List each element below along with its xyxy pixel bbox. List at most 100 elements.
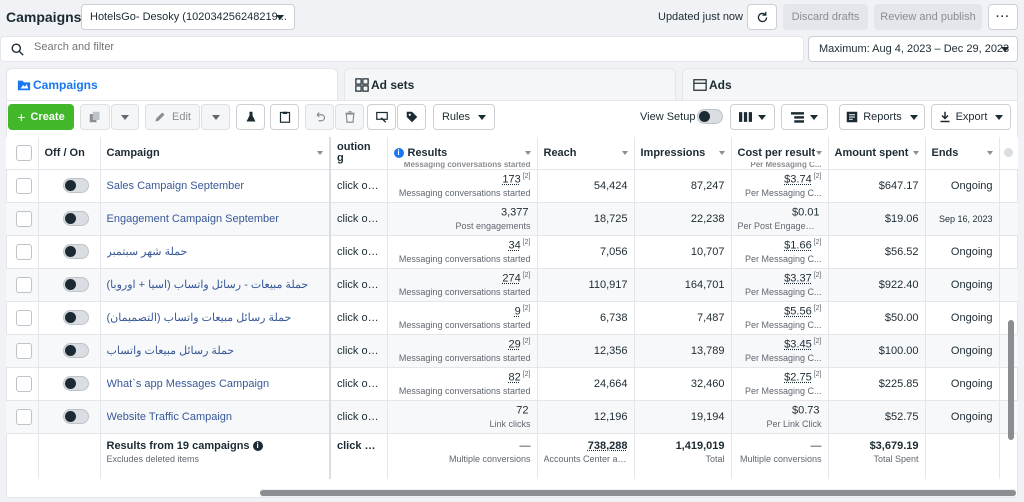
review-publish-button[interactable]: Review and publish — [874, 4, 982, 30]
columns-button[interactable] — [730, 104, 775, 130]
results-value: 3,377 — [394, 206, 531, 219]
horizontal-scrollbar-track[interactable] — [260, 489, 1016, 497]
preview-button[interactable] — [367, 104, 396, 130]
table-row[interactable]: حملة مبيعات - رسائل واتساب (اسيا + اوروب… — [6, 268, 1018, 302]
download-icon — [940, 111, 950, 123]
table-row[interactable]: حملة رسائل مبيعات واتساب click or 1... 29[… — [6, 334, 1018, 368]
row-checkbox[interactable] — [16, 408, 32, 425]
tab-campaigns[interactable]: Campaigns — [6, 68, 338, 102]
search-input[interactable] — [34, 41, 634, 53]
cpr-number: $3.74 — [784, 173, 812, 186]
header-campaign[interactable]: Campaign — [100, 137, 331, 170]
refresh-button[interactable] — [747, 4, 777, 30]
table-row[interactable]: حملة رسائل مبيعات واتساب (التصميمان) clic… — [6, 301, 1018, 335]
campaign-toggle[interactable] — [62, 211, 89, 226]
export-button[interactable]: Export — [931, 104, 1011, 130]
search-bar[interactable] — [0, 36, 804, 62]
vertical-scrollbar[interactable] — [1008, 320, 1014, 440]
more-options-button[interactable]: ··· — [988, 4, 1018, 30]
table-row[interactable]: What`s app Messages Campaign click or 1..… — [6, 367, 1018, 401]
view-setup-toggle[interactable] — [697, 109, 723, 124]
table-row[interactable]: Website Traffic Campaign click or 1... 72 L… — [6, 400, 1018, 434]
header-impressions[interactable]: Impressions — [634, 137, 732, 170]
totals-sub: Excludes deleted items — [106, 453, 200, 464]
ends-value: Ongoing — [950, 344, 993, 357]
campaign-toggle[interactable] — [62, 277, 89, 292]
totals-impressions-sub: Total — [705, 453, 725, 464]
header-cost-per-result[interactable]: Cost per result Per Messaging C... — [731, 137, 829, 170]
row-select-cell — [6, 202, 39, 236]
row-checkbox[interactable] — [16, 276, 32, 293]
rules-button[interactable]: Rules — [433, 104, 495, 130]
account-name: HotelsGo- Desoky (102034256248219... — [90, 11, 287, 23]
tab-ads[interactable]: Ads — [682, 68, 1018, 102]
chevron-down-icon — [211, 114, 220, 120]
campaign-toggle[interactable] — [62, 409, 89, 424]
row-checkbox[interactable] — [16, 375, 32, 392]
table-row[interactable]: حملة شهر سبتمبر click or 1... 34 [2] Messagi… — [6, 235, 1018, 269]
header-results[interactable]: i Results Messaging conversations started — [387, 137, 538, 170]
table-row[interactable]: Sales Campaign September click or 1... 173… — [6, 169, 1018, 203]
campaign-name-link[interactable]: Sales Campaign September — [106, 179, 245, 192]
campaign-toggle[interactable] — [62, 376, 89, 391]
table-row[interactable]: Engagement Campaign September click or 1.… — [6, 202, 1018, 236]
add-column-header[interactable] — [999, 137, 1018, 170]
date-range-picker[interactable]: Maximum: Aug 4, 2023 – Dec 29, 2023 — [808, 36, 1018, 62]
edit-dropdown-button[interactable] — [201, 104, 230, 130]
header-off-on[interactable]: Off / On — [38, 137, 101, 170]
ab-test-button[interactable] — [236, 104, 265, 130]
campaign-name-link[interactable]: What`s app Messages Campaign — [106, 377, 270, 390]
reach-cell: 6,738 — [537, 301, 635, 335]
row-checkbox[interactable] — [16, 210, 32, 227]
select-all-checkbox[interactable] — [16, 144, 32, 161]
campaign-toggle[interactable] — [62, 178, 89, 193]
create-button[interactable]: + Create — [8, 104, 74, 130]
row-toggle-cell — [38, 202, 101, 236]
clipboard-button[interactable] — [270, 104, 299, 130]
campaign-name-link[interactable]: Engagement Campaign September — [106, 212, 279, 225]
campaign-toggle[interactable] — [62, 310, 89, 325]
header-amount-spent[interactable]: Amount spent — [828, 137, 926, 170]
duplicate-button[interactable] — [80, 104, 110, 130]
info-icon[interactable]: i — [252, 440, 263, 451]
campaign-name-cell: حملة رسائل مبيعات واتساب (التصميمان) — [100, 301, 331, 335]
header-reach[interactable]: Reach — [537, 137, 635, 170]
row-checkbox[interactable] — [16, 309, 32, 326]
cpr-sub: Per Post Engagement — [737, 220, 822, 231]
totals-cpr: — Multiple conversions — [731, 433, 829, 479]
campaign-name-link[interactable]: حملة مبيعات - رسائل واتساب (اسيا + اوروب… — [106, 279, 309, 291]
header-attribution[interactable]: oution g — [330, 137, 388, 170]
sort-icon — [621, 151, 628, 155]
campaign-name-link[interactable]: حملة رسائل مبيعات واتساب — [106, 345, 235, 357]
row-checkbox[interactable] — [16, 177, 32, 194]
totals-spent: $3,679.19 Total Spent — [828, 433, 926, 479]
refresh-icon — [757, 11, 767, 22]
duplicate-dropdown-button[interactable] — [111, 104, 139, 130]
campaign-toggle[interactable] — [62, 343, 89, 358]
row-checkbox[interactable] — [16, 342, 32, 359]
horizontal-scrollbar-thumb[interactable] — [260, 490, 1016, 496]
results-cell: 9 [2] Messaging conversations started — [387, 301, 538, 335]
undo-button[interactable] — [305, 104, 334, 130]
footnote-marker: [2] — [522, 173, 531, 181]
totals-attribution: click or ... — [330, 433, 388, 479]
cpr-cell: $3.37 [2] Per Messaging C... — [731, 268, 829, 302]
discard-drafts-button[interactable]: Discard drafts — [783, 4, 868, 30]
breakdown-button[interactable] — [781, 104, 828, 130]
campaign-name-link[interactable]: Website Traffic Campaign — [106, 410, 233, 423]
row-checkbox[interactable] — [16, 243, 32, 260]
account-selector[interactable]: HotelsGo- Desoky (102034256248219... — [81, 4, 295, 30]
header-ends[interactable]: Ends — [925, 137, 1000, 170]
campaign-toggle[interactable] — [62, 244, 89, 259]
footnote-marker: [2] — [813, 305, 822, 313]
tag-button[interactable] — [397, 104, 426, 130]
campaign-name-link[interactable]: حملة رسائل مبيعات واتساب (التصميمان) — [106, 312, 292, 324]
amount-spent-cell: $19.06 — [828, 202, 926, 236]
edit-button[interactable]: Edit — [145, 104, 200, 130]
campaign-name-link[interactable]: حملة شهر سبتمبر — [106, 246, 188, 258]
reports-button[interactable]: Reports — [839, 104, 925, 130]
delete-button[interactable] — [335, 104, 364, 130]
tab-ad-sets[interactable]: Ad sets — [344, 68, 676, 102]
impressions-cell: 87,247 — [634, 169, 732, 203]
ends-value: Ongoing — [950, 377, 993, 390]
